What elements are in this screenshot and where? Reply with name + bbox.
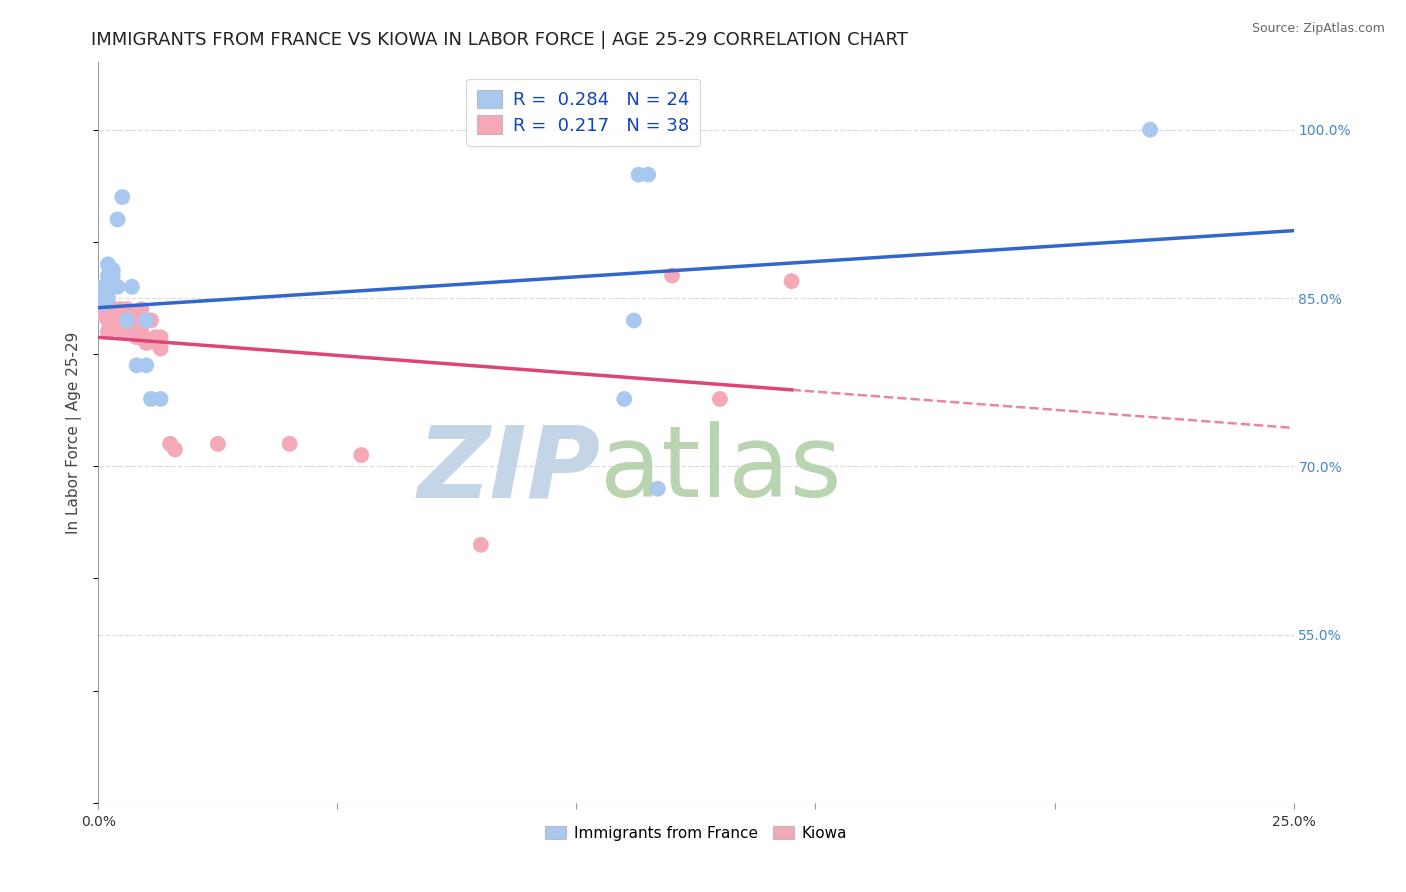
Point xyxy=(627,168,650,182)
Point xyxy=(125,313,148,327)
Point xyxy=(101,263,124,277)
Point xyxy=(613,392,636,406)
Point xyxy=(97,291,120,305)
Point xyxy=(97,325,120,339)
Point xyxy=(97,268,120,283)
Point xyxy=(350,448,373,462)
Point xyxy=(101,313,124,327)
Point xyxy=(125,330,148,344)
Point xyxy=(91,285,114,300)
Point xyxy=(107,313,129,327)
Point xyxy=(637,168,659,182)
Point xyxy=(111,302,134,317)
Point xyxy=(131,325,153,339)
Legend: Immigrants from France, Kiowa: Immigrants from France, Kiowa xyxy=(538,820,853,847)
Point xyxy=(111,190,134,204)
Point xyxy=(121,280,143,294)
Point xyxy=(135,313,157,327)
Point xyxy=(121,313,143,327)
Point xyxy=(115,313,138,327)
Point xyxy=(101,268,124,283)
Text: Source: ZipAtlas.com: Source: ZipAtlas.com xyxy=(1251,22,1385,36)
Point xyxy=(111,308,134,322)
Point xyxy=(139,313,162,327)
Point xyxy=(623,313,645,327)
Point xyxy=(107,212,129,227)
Text: IMMIGRANTS FROM FRANCE VS KIOWA IN LABOR FORCE | AGE 25-29 CORRELATION CHART: IMMIGRANTS FROM FRANCE VS KIOWA IN LABOR… xyxy=(91,31,908,49)
Point xyxy=(115,302,138,317)
Point xyxy=(470,538,492,552)
Point xyxy=(278,437,301,451)
Y-axis label: In Labor Force | Age 25-29: In Labor Force | Age 25-29 xyxy=(66,332,83,533)
Point xyxy=(125,359,148,373)
Point xyxy=(101,302,124,317)
Text: ZIP: ZIP xyxy=(418,421,600,518)
Point xyxy=(91,302,114,317)
Text: atlas: atlas xyxy=(600,421,842,518)
Point xyxy=(91,280,114,294)
Point xyxy=(135,335,157,350)
Point xyxy=(139,392,162,406)
Point xyxy=(135,313,157,327)
Point xyxy=(780,274,803,288)
Point xyxy=(115,313,138,327)
Point xyxy=(97,257,120,271)
Point xyxy=(107,280,129,294)
Point xyxy=(101,302,124,317)
Point xyxy=(145,335,167,350)
Point xyxy=(121,325,143,339)
Point xyxy=(709,392,731,406)
Point xyxy=(163,442,186,457)
Point xyxy=(111,325,134,339)
Point xyxy=(131,302,153,317)
Point xyxy=(145,330,167,344)
Point xyxy=(115,313,138,327)
Point xyxy=(91,296,114,310)
Point xyxy=(149,342,172,356)
Point xyxy=(107,302,129,317)
Point xyxy=(661,268,683,283)
Point xyxy=(149,330,172,344)
Point xyxy=(125,319,148,334)
Point xyxy=(91,308,114,322)
Point xyxy=(135,359,157,373)
Point xyxy=(97,313,120,327)
Point xyxy=(149,392,172,406)
Point xyxy=(159,437,181,451)
Point xyxy=(207,437,229,451)
Point xyxy=(647,482,669,496)
Point xyxy=(1139,122,1161,136)
